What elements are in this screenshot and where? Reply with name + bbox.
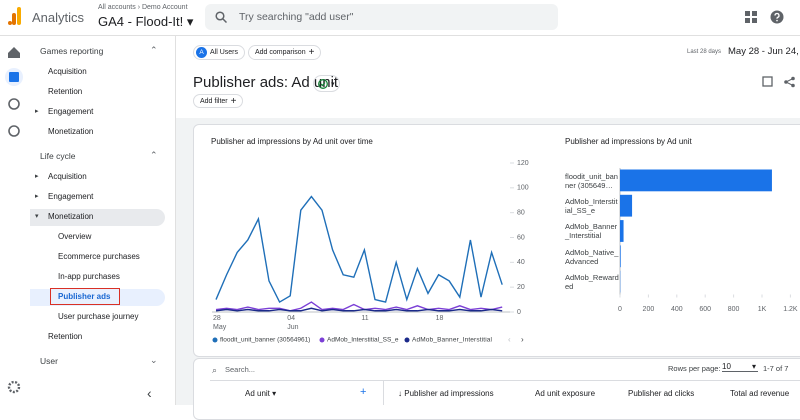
series-line — [216, 197, 502, 303]
column-divider — [383, 381, 384, 405]
bar-category-label: floodit_unit_banner (305649… — [565, 168, 619, 193]
x-tick-label: 800 — [728, 306, 740, 313]
y-tick-label: 40 — [517, 259, 525, 266]
rows-per-page-select[interactable]: 10▾ — [722, 362, 758, 372]
y-tick-label: 0 — [517, 309, 521, 316]
column-header[interactable]: Total ad revenue — [730, 389, 789, 398]
legend-label: AdMob_Interstitial_SS_e — [327, 337, 399, 344]
bar-category-label: AdMob_Interstitial_SS_e — [565, 193, 619, 218]
y-tick-label: 100 — [517, 185, 529, 192]
table-divider — [210, 380, 800, 381]
legend-swatch — [213, 338, 218, 343]
x-tick-label: 11 — [361, 315, 368, 322]
y-tick-label: 120 — [517, 160, 529, 167]
legend-label: AdMob_Banner_Interstitial — [412, 337, 493, 344]
legend-prev[interactable]: ‹ — [508, 335, 511, 344]
x-tick-label: 600 — [699, 306, 711, 313]
column-header[interactable]: Ad unit ▾ — [245, 389, 276, 398]
table-search-icon[interactable]: ⌕ — [212, 365, 217, 376]
bar-category-label: AdMob_Rewarded — [565, 269, 619, 294]
y-tick-label: 60 — [517, 234, 525, 241]
bar — [620, 170, 772, 192]
legend-swatch — [405, 338, 410, 343]
table-search[interactable]: Search... — [225, 365, 255, 374]
bar — [620, 220, 624, 242]
y-tick-label: 80 — [517, 210, 525, 217]
legend-label: floodit_unit_banner (30564961) — [220, 337, 310, 344]
rows-per-page-label: Rows per page: — [668, 364, 721, 373]
x-tick-label: 0 — [618, 306, 622, 313]
rows-per-page-value: 10 — [722, 362, 731, 371]
x-tick-label: 1K — [758, 306, 767, 313]
bar-category-label: AdMob_Native_Advanced — [565, 244, 619, 269]
bar — [620, 245, 621, 267]
column-header[interactable]: ↓ Publisher ad impressions — [398, 389, 494, 398]
x-tick-label: 400 — [671, 306, 683, 313]
y-tick-label: 20 — [517, 284, 525, 291]
column-header-label: Ad unit — [245, 389, 270, 398]
add-dimension[interactable]: + — [360, 386, 366, 398]
legend-next[interactable]: › — [521, 335, 524, 344]
legend-swatch — [320, 338, 325, 343]
column-header-label: Publisher ad impressions — [404, 389, 493, 398]
column-header[interactable]: Publisher ad clicks — [628, 389, 694, 398]
x-tick-label: 200 — [643, 306, 655, 313]
x-tick-label: 18 — [436, 315, 444, 322]
bar — [620, 195, 632, 217]
bar-category-label: AdMob_Banner_Interstitial — [565, 219, 619, 244]
page: {"header":{"product":"Analytics","breadc… — [0, 0, 800, 405]
pagination-range: 1-7 of 7 — [763, 364, 788, 373]
x-tick-label: 1.2K — [783, 306, 798, 313]
column-header[interactable]: Ad unit exposure — [535, 389, 595, 398]
